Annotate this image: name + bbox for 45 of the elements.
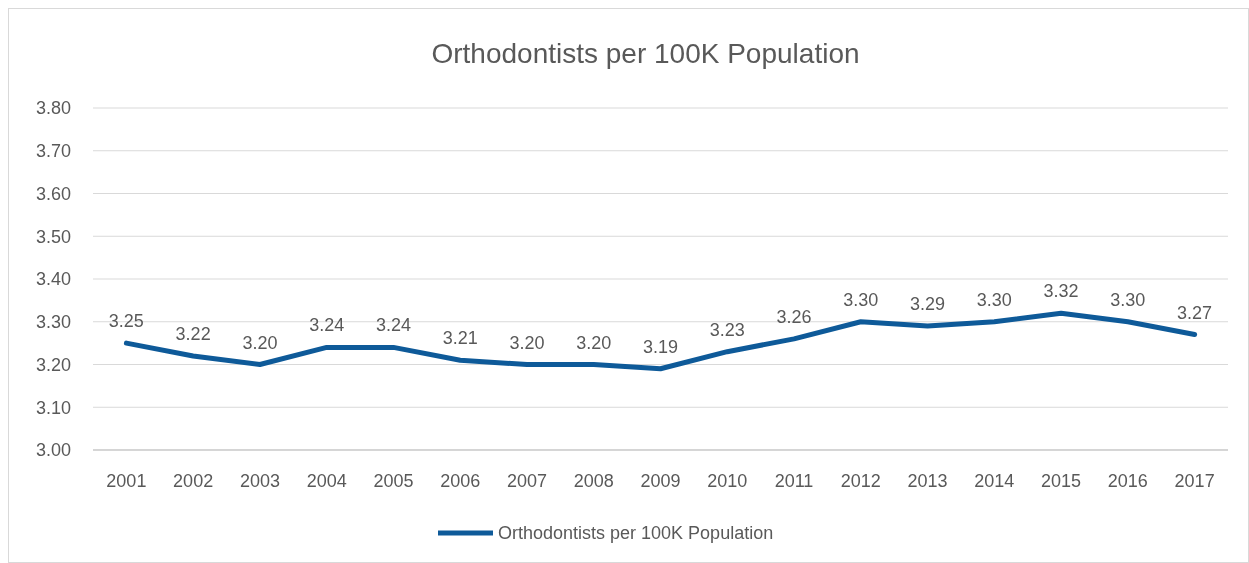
x-tick-label: 2006 <box>440 471 481 491</box>
data-label: 3.25 <box>108 311 144 332</box>
x-tick-label: 2010 <box>707 471 748 491</box>
x-tick-label: 2007 <box>506 471 547 491</box>
data-label: 3.30 <box>843 289 879 310</box>
data-label: 3.19 <box>642 336 679 357</box>
x-tick-label: 2004 <box>306 471 347 491</box>
data-label: 3.23 <box>709 319 745 340</box>
y-tick-label: 3.20 <box>35 354 71 375</box>
y-tick-label: 3.70 <box>35 141 71 162</box>
x-tick-label: 2013 <box>907 471 948 491</box>
data-label: 3.20 <box>576 332 612 353</box>
data-label: 3.24 <box>375 315 411 336</box>
data-label: 3.29 <box>910 294 946 315</box>
data-label: 3.30 <box>976 289 1012 310</box>
data-label: 3.27 <box>1177 302 1213 323</box>
x-tick-label: 2009 <box>640 471 681 491</box>
x-tick-label: 2001 <box>106 471 147 491</box>
y-tick-label: 3.80 <box>35 98 71 119</box>
x-tick-label: 2002 <box>173 471 214 491</box>
y-tick-label: 3.00 <box>35 440 71 461</box>
x-tick-label: 2015 <box>1041 471 1082 491</box>
y-tick-label: 3.40 <box>35 269 71 290</box>
x-tick-label: 2012 <box>840 471 881 491</box>
x-tick-label: 2017 <box>1174 471 1215 491</box>
x-tick-label: 2005 <box>373 471 414 491</box>
data-label: 3.22 <box>175 323 211 344</box>
data-label: 3.30 <box>1110 289 1146 310</box>
legend-label: Orthodontists per 100K Population <box>498 523 774 544</box>
data-label: 3.21 <box>442 328 478 349</box>
data-label: 3.20 <box>242 332 278 353</box>
data-label: 3.20 <box>509 332 545 353</box>
data-label: 3.24 <box>309 315 345 336</box>
x-tick-label: 2016 <box>1107 471 1148 491</box>
chart-title: Orthodontists per 100K Population <box>431 38 860 69</box>
data-label: 3.32 <box>1043 281 1079 302</box>
x-tick-label: 2011 <box>774 471 814 491</box>
y-tick-label: 3.30 <box>35 312 71 333</box>
x-tick-label: 2003 <box>239 471 280 491</box>
data-label: 3.26 <box>776 306 812 327</box>
x-tick-label: 2008 <box>573 471 614 491</box>
y-tick-label: 3.60 <box>35 183 71 204</box>
x-tick-label: 2014 <box>974 471 1015 491</box>
y-tick-label: 3.10 <box>35 397 71 418</box>
y-tick-label: 3.50 <box>35 226 71 247</box>
